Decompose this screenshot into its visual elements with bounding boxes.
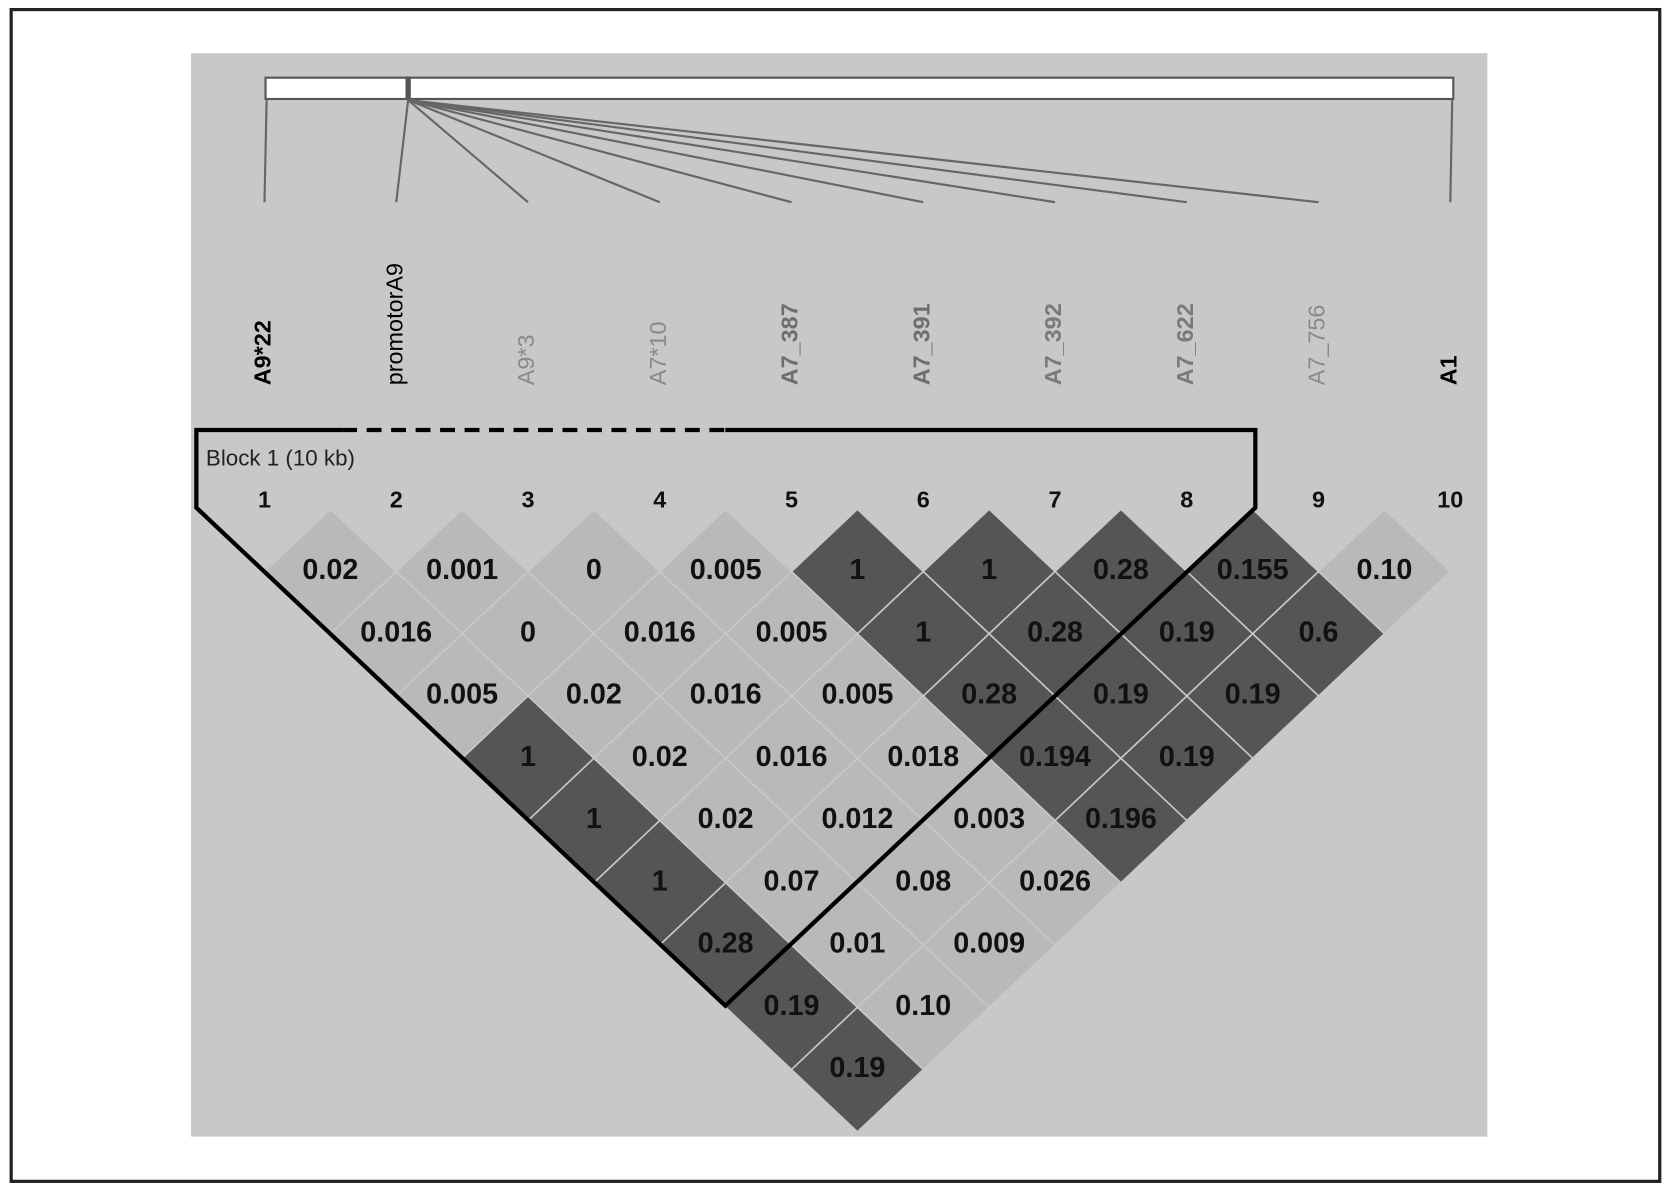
ld-value: 0.10 <box>895 990 951 1022</box>
marker-number: 7 <box>1049 486 1062 512</box>
marker-name: A7_391 <box>908 303 934 385</box>
ld-value: 0.19 <box>829 1052 885 1084</box>
ld-value: 0.018 <box>887 741 959 773</box>
ld-value: 0.005 <box>821 679 893 711</box>
ld-value: 1 <box>915 616 931 648</box>
ld-value: 0.28 <box>961 679 1017 711</box>
marker-connector <box>395 99 410 203</box>
block-outline <box>194 427 1258 1009</box>
ld-value: 0.6 <box>1299 616 1339 648</box>
ld-value: 0.19 <box>1093 679 1149 711</box>
ld-value: 1 <box>981 554 997 586</box>
ld-value: 0.196 <box>1085 803 1157 835</box>
ld-value: 0.02 <box>632 741 688 773</box>
marker-number: 6 <box>917 486 930 512</box>
marker-connector <box>407 99 529 204</box>
marker-connector <box>407 99 661 204</box>
ld-value: 0.07 <box>764 865 820 897</box>
ld-value: 0.016 <box>360 616 432 648</box>
ld-value: 0.10 <box>1356 554 1412 586</box>
marker-connector <box>1449 100 1454 203</box>
ld-value: 0.19 <box>764 990 820 1022</box>
ld-value: 0.012 <box>821 803 893 835</box>
chromosome-bar <box>264 76 1455 101</box>
marker-number: 9 <box>1312 486 1325 512</box>
ld-value: 0.08 <box>895 865 951 897</box>
block-label: Block 1 (10 kb) <box>206 446 355 471</box>
marker-number: 8 <box>1180 486 1193 512</box>
ld-cell <box>790 1006 925 1133</box>
ld-value: 0.19 <box>1159 741 1215 773</box>
marker-name: A1 <box>1435 355 1461 385</box>
marker-name: A7_387 <box>777 303 803 385</box>
ld-value: 0.009 <box>953 928 1025 960</box>
marker-connector <box>407 99 792 204</box>
marker-name: A7_622 <box>1172 303 1198 385</box>
ld-value: 0.005 <box>426 679 498 711</box>
marker-number: 4 <box>653 486 666 512</box>
ld-value: 0.01 <box>829 928 885 960</box>
ld-value: 0.016 <box>690 679 762 711</box>
ld-value: 0.02 <box>566 679 622 711</box>
ld-value: 0 <box>520 616 536 648</box>
marker-connector <box>408 98 1187 204</box>
marker-name: A7*10 <box>645 321 671 385</box>
ld-value: 0.155 <box>1217 554 1289 586</box>
marker-number: 1 <box>258 486 271 512</box>
ld-value: 1 <box>586 803 602 835</box>
ld-value: 0.19 <box>1159 616 1215 648</box>
ld-value: 0.026 <box>1019 865 1091 897</box>
marker-connector <box>407 98 1056 204</box>
marker-number: 3 <box>521 486 534 512</box>
ld-value: 1 <box>520 741 536 773</box>
ld-value: 0.02 <box>698 803 754 835</box>
ld-value: 0.001 <box>426 554 498 586</box>
marker-connector <box>407 98 924 204</box>
marker-connector <box>408 98 1319 204</box>
ld-value: 1 <box>652 865 668 897</box>
ld-value: 0.003 <box>953 803 1025 835</box>
ld-value: 0.016 <box>756 741 828 773</box>
ld-value: 0.016 <box>624 616 696 648</box>
ld-value: 0 <box>586 554 602 586</box>
ld-value: 0.005 <box>756 616 828 648</box>
marker-name: promotorA9 <box>381 263 407 385</box>
marker-number: 10 <box>1437 486 1463 512</box>
marker-name: A7_392 <box>1040 303 1066 385</box>
block-border <box>194 427 1258 1009</box>
ld-value: 0.28 <box>1027 616 1083 648</box>
marker-name: A7_756 <box>1304 305 1330 386</box>
marker-connector <box>263 100 268 203</box>
ld-value: 0.19 <box>1225 679 1281 711</box>
marker-number: 2 <box>390 486 403 512</box>
ld-value: 0.02 <box>302 554 358 586</box>
marker-name: A9*22 <box>250 320 276 385</box>
ld-value: 0.28 <box>698 928 754 960</box>
marker-number: 5 <box>785 486 798 512</box>
ld-value: 1 <box>849 554 865 586</box>
ld-value: 0.194 <box>1019 741 1091 773</box>
ld-value: 0.28 <box>1093 554 1149 586</box>
marker-name: A9*3 <box>513 335 539 386</box>
ld-value: 0.005 <box>690 554 762 586</box>
